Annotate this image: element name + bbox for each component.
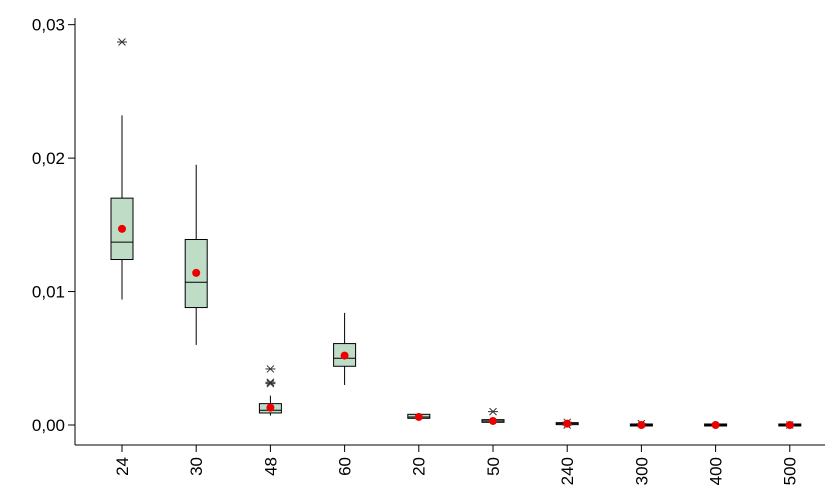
mean-marker — [785, 420, 794, 429]
x-tick-label: 30 — [187, 457, 206, 476]
outlier-marker — [265, 365, 276, 373]
mean-marker — [711, 420, 720, 429]
y-tick-label: 0,00 — [32, 416, 65, 435]
mean-marker — [414, 412, 423, 421]
mean-marker — [266, 403, 275, 412]
outlier-marker — [117, 38, 127, 46]
mean-marker — [340, 351, 349, 360]
outlier-stroke — [266, 379, 275, 388]
box-400 — [704, 420, 728, 429]
outlier-marker — [265, 379, 276, 388]
box-48 — [258, 365, 282, 416]
outlier-stroke — [266, 378, 275, 387]
mean-marker — [192, 268, 201, 277]
outlier-marker — [265, 378, 276, 387]
x-tick-label: 50 — [484, 457, 503, 476]
outlier-marker — [488, 407, 498, 416]
mean-marker — [489, 416, 497, 425]
x-tick-label: 20 — [410, 457, 429, 476]
mean-marker — [563, 419, 572, 428]
axes — [68, 18, 825, 452]
box-20 — [407, 412, 431, 421]
box-30 — [184, 164, 208, 345]
outlier-stroke — [118, 38, 126, 46]
box-60 — [333, 312, 357, 385]
y-tick-label: 0,01 — [32, 283, 65, 302]
mean-marker — [637, 420, 646, 429]
outlier-stroke — [266, 365, 275, 373]
x-tick-label: 240 — [558, 457, 577, 485]
box-50 — [481, 407, 505, 425]
tick-labels: 0,00 0,01 0,02 0,03 24 30 48 60 20 50 240 300 400 500 — [32, 16, 800, 486]
y-tick-label: 0,03 — [32, 16, 65, 35]
outlier-stroke — [489, 407, 497, 416]
x-tick-label: 24 — [113, 457, 132, 476]
box-240 — [555, 418, 579, 429]
x-tick-label: 400 — [707, 457, 726, 485]
x-tick-label: 60 — [336, 457, 355, 476]
x-tick-label: 300 — [632, 457, 651, 485]
x-tick-label: 500 — [781, 457, 800, 485]
box-500 — [778, 420, 802, 429]
box-24 — [110, 38, 134, 300]
y-tick-label: 0,02 — [32, 149, 65, 168]
boxes — [110, 38, 802, 429]
x-tick-label: 48 — [261, 457, 280, 476]
mean-marker — [118, 224, 126, 233]
box-300 — [629, 419, 653, 429]
